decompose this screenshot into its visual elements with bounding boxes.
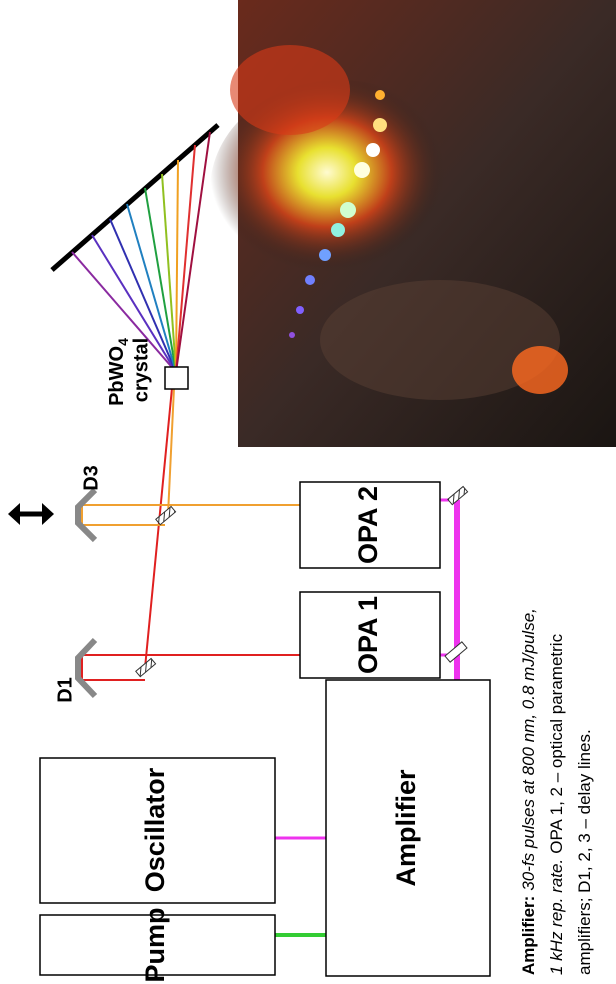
translation-arrow	[8, 503, 54, 525]
caption-text: amplifiers; D1, 2, 3 – delay lines.	[575, 729, 594, 975]
crystal-formula: PbWO4	[106, 338, 130, 406]
opa2-label: OPA 2	[353, 486, 383, 564]
pump-label: Pump	[140, 907, 170, 982]
d3-label: D3	[80, 465, 102, 491]
crystal-label: crystal	[130, 338, 152, 403]
caption-line: amplifiers; D1, 2, 3 – delay lines.	[575, 729, 594, 975]
photo	[210, 0, 616, 447]
caption-line: Amplifier: 30-fs pulses at 800 nm, 0.8 mJ…	[519, 608, 538, 975]
amplifier-label: Amplifier	[391, 769, 421, 887]
crystal-formula-text: PbWO	[106, 346, 128, 406]
crystal-subscript: 4	[115, 338, 131, 346]
diagram: Pump Oscillator Amplifier OPA 1 OPA 2 D1…	[0, 0, 616, 984]
d1-label: D1	[54, 677, 76, 703]
caption-line: 1 kHz rep. rate. OPA 1, 2 – optical param…	[547, 633, 566, 975]
oscillator-label: Oscillator	[140, 767, 170, 892]
caption-text: Amplifier:	[519, 896, 538, 975]
caption: Amplifier: 30-fs pulses at 800 nm, 0.8 mJ…	[519, 608, 594, 975]
spectrum	[72, 132, 210, 372]
caption-text: OPA 1, 2 – optical parametric	[547, 633, 566, 853]
crystal	[165, 367, 188, 389]
opa1-label: OPA 1	[353, 596, 383, 674]
caption-text: 1 kHz rep. rate.	[547, 859, 566, 975]
caption-text: 30-fs pulses at 800 nm, 0.8 mJ/pulse,	[519, 608, 538, 891]
